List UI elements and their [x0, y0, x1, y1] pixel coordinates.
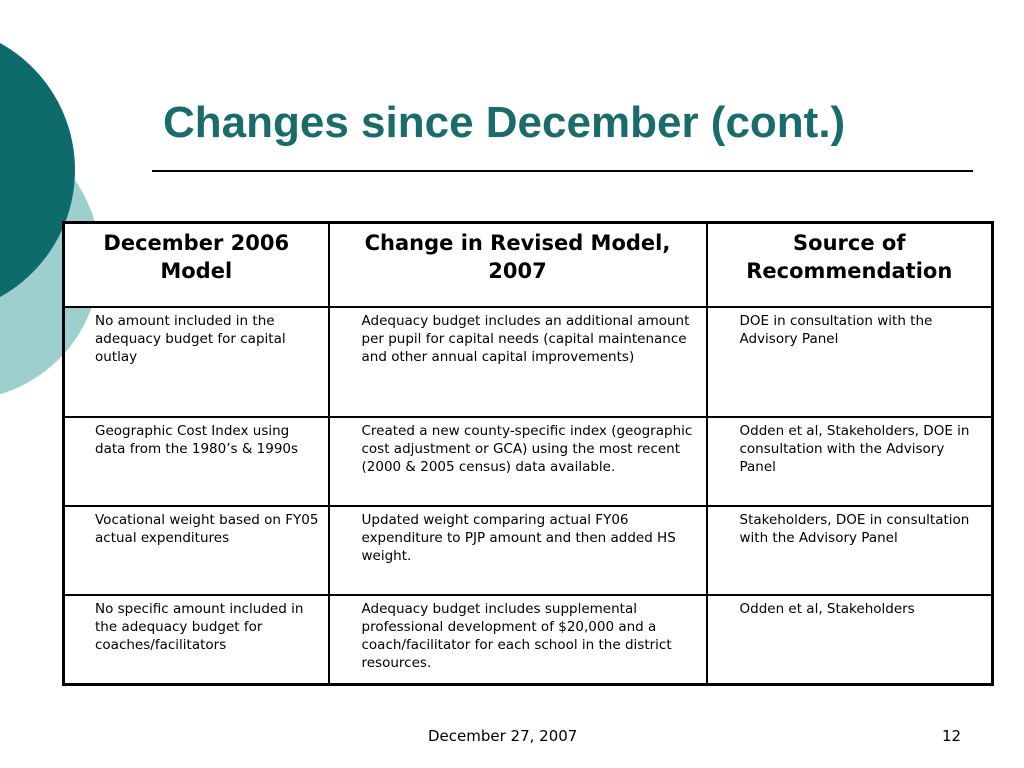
- cell-source: Odden et al, Stakeholders, DOE in consul…: [705, 416, 994, 507]
- footer-date: December 27, 2007: [428, 727, 578, 745]
- cell-change-revised-model: Adequacy budget includes an additional a…: [327, 306, 708, 418]
- comparison-table-container: December 2006 Model Change in Revised Mo…: [62, 221, 994, 686]
- cell-source: Stakeholders, DOE in consultation with t…: [705, 505, 994, 596]
- cell-change-revised-model: Adequacy budget includes supplemental pr…: [327, 594, 708, 685]
- cell-december-2006-model: Vocational weight based on FY05 actual e…: [62, 505, 330, 596]
- cell-source: DOE in consultation with the Advisory Pa…: [705, 306, 994, 418]
- header-change-revised-model: Change in Revised Model, 2007: [327, 221, 708, 308]
- cell-december-2006-model: Geographic Cost Index using data from th…: [62, 416, 330, 507]
- title-divider: [152, 170, 973, 172]
- table-row: No specific amount included in the adequ…: [62, 594, 994, 685]
- table-row: Vocational weight based on FY05 actual e…: [62, 505, 994, 596]
- comparison-table: December 2006 Model Change in Revised Mo…: [62, 221, 994, 686]
- dark-teal-circle: [0, 43, 75, 297]
- cell-source: Odden et al, Stakeholders: [705, 594, 994, 685]
- cell-december-2006-model: No amount included in the adequacy budge…: [62, 306, 330, 418]
- page-number: 12: [942, 727, 962, 745]
- cell-december-2006-model: No specific amount included in the adequ…: [62, 594, 330, 685]
- table-row: Geographic Cost Index using data from th…: [62, 416, 994, 507]
- header-december-2006-model: December 2006 Model: [62, 221, 330, 308]
- cell-change-revised-model: Created a new county-specific index (geo…: [327, 416, 708, 507]
- cell-change-revised-model: Updated weight comparing actual FY06 exp…: [327, 505, 708, 596]
- table-header-row: December 2006 Model Change in Revised Mo…: [62, 221, 994, 308]
- header-source-of-recommendation: Source of Recommendation: [705, 221, 994, 308]
- slide-title: Changes since December (cont.): [163, 98, 846, 147]
- table-row: No amount included in the adequacy budge…: [62, 306, 994, 418]
